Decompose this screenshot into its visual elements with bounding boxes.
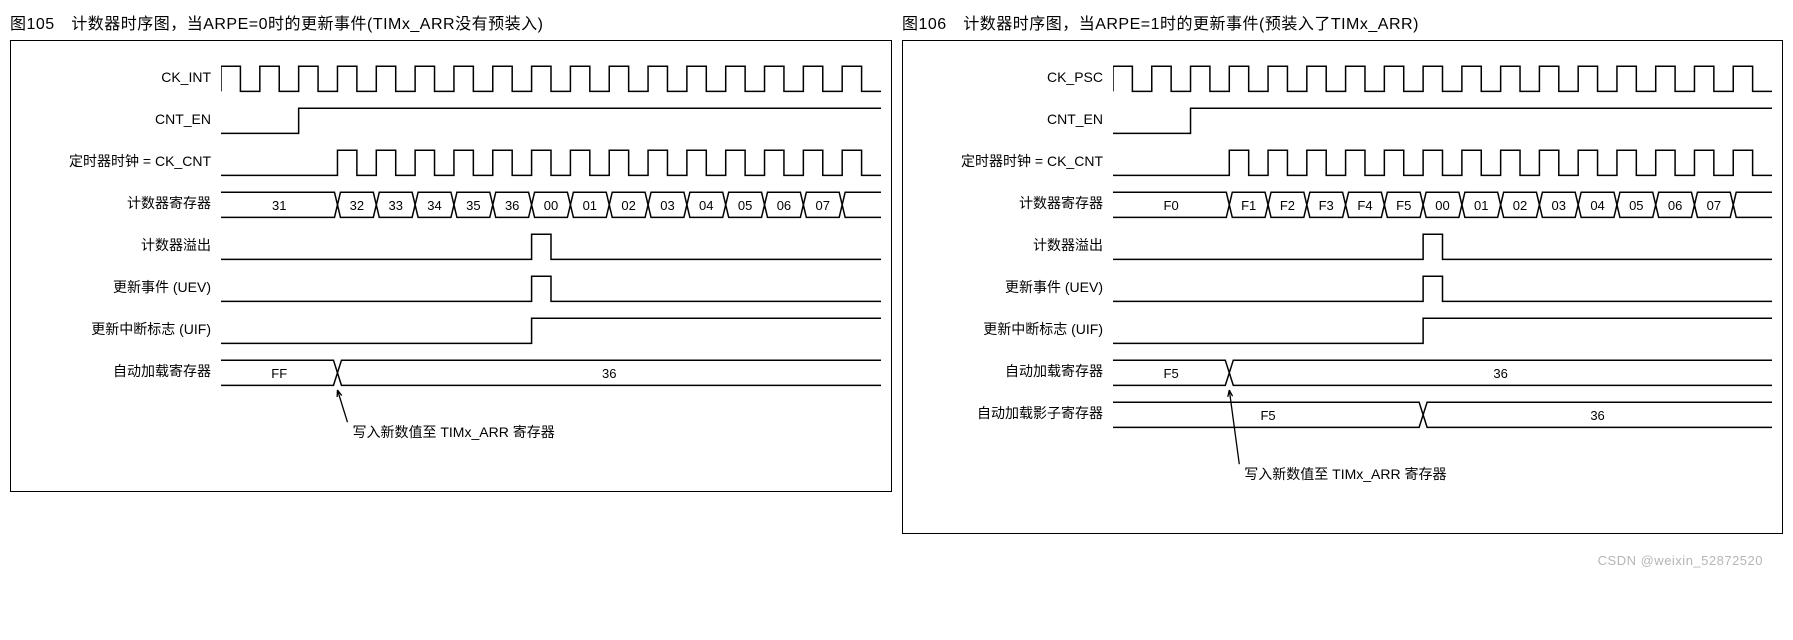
clk-wave xyxy=(1113,59,1772,95)
timerclk-label: 定时器时钟 = CK_CNT xyxy=(913,151,1113,171)
uif-wave xyxy=(1113,311,1772,347)
svg-text:07: 07 xyxy=(1707,198,1721,213)
svg-text:06: 06 xyxy=(1668,198,1682,213)
counter-wave: F0 F1 F2 F3 F4 F5 00 01 02 03 04 05 06 07 xyxy=(1113,185,1772,221)
svg-text:06: 06 xyxy=(777,198,791,213)
svg-text:36: 36 xyxy=(602,366,616,381)
svg-text:36: 36 xyxy=(1493,366,1507,381)
svg-text:F3: F3 xyxy=(1319,198,1334,213)
cnten-label: CNT_EN xyxy=(913,111,1113,127)
svg-text:写入新数值至 TIMx_ARR 寄存器: 写入新数值至 TIMx_ARR 寄存器 xyxy=(1244,466,1446,482)
uev-label: 更新事件 (UEV) xyxy=(913,277,1113,297)
annotation-arrow: 写入新数值至 TIMx_ARR 寄存器 xyxy=(1113,444,1772,480)
autoreload-label: 自动加载寄存器 xyxy=(21,361,221,381)
svg-text:00: 00 xyxy=(1435,198,1449,213)
shadow-wave: F5 36 xyxy=(1113,395,1772,431)
timerclk-wave xyxy=(221,143,881,179)
uif-label: 更新中断标志 (UIF) xyxy=(21,319,221,339)
svg-text:F5: F5 xyxy=(1260,408,1275,423)
cnten-wave xyxy=(221,101,881,137)
svg-text:34: 34 xyxy=(427,198,441,213)
svg-text:03: 03 xyxy=(660,198,674,213)
overflow-label: 计数器溢出 xyxy=(913,235,1113,255)
svg-text:F5: F5 xyxy=(1164,366,1179,381)
overflow-wave xyxy=(221,227,881,263)
svg-text:02: 02 xyxy=(621,198,635,213)
svg-text:36: 36 xyxy=(1590,408,1604,423)
svg-text:01: 01 xyxy=(583,198,597,213)
svg-text:04: 04 xyxy=(699,198,713,213)
cnten-label: CNT_EN xyxy=(21,111,221,127)
autoreload-wave: F5 36 xyxy=(1113,353,1772,389)
clk-label: CK_INT xyxy=(21,69,221,85)
figure-caption: 图105 计数器时序图，当ARPE=0时的更新事件(TIMx_ARR没有预装入) xyxy=(10,10,892,34)
annotation-arrow: 写入新数值至 TIMx_ARR 寄存器 xyxy=(221,402,881,438)
svg-text:36: 36 xyxy=(505,198,519,213)
svg-text:32: 32 xyxy=(350,198,364,213)
clk-label: CK_PSC xyxy=(913,69,1113,85)
uev-label: 更新事件 (UEV) xyxy=(21,277,221,297)
svg-text:01: 01 xyxy=(1474,198,1488,213)
autoreload-label: 自动加载寄存器 xyxy=(913,361,1113,381)
overflow-wave xyxy=(1113,227,1772,263)
svg-text:04: 04 xyxy=(1590,198,1604,213)
svg-text:写入新数值至 TIMx_ARR 寄存器: 写入新数值至 TIMx_ARR 寄存器 xyxy=(352,424,554,440)
svg-text:F5: F5 xyxy=(1396,198,1411,213)
watermark: CSDN @weixin_52872520 xyxy=(1598,553,1763,568)
svg-text:35: 35 xyxy=(466,198,480,213)
timerclk-label: 定时器时钟 = CK_CNT xyxy=(21,151,221,171)
svg-text:00: 00 xyxy=(544,198,558,213)
svg-text:05: 05 xyxy=(1629,198,1643,213)
cnten-wave xyxy=(1113,101,1772,137)
svg-text:31: 31 xyxy=(272,198,286,213)
svg-text:F0: F0 xyxy=(1164,198,1179,213)
uev-wave xyxy=(1113,269,1772,305)
autoreload-wave: FF 36 xyxy=(221,353,881,389)
svg-text:05: 05 xyxy=(738,198,752,213)
timerclk-wave xyxy=(1113,143,1772,179)
counter-label: 计数器寄存器 xyxy=(913,193,1113,213)
shadow-label: 自动加载影子寄存器 xyxy=(913,403,1113,423)
counter-label: 计数器寄存器 xyxy=(21,193,221,213)
svg-text:03: 03 xyxy=(1552,198,1566,213)
svg-text:FF: FF xyxy=(271,366,287,381)
clk-wave xyxy=(221,59,881,95)
figure-caption: 图106 计数器时序图，当ARPE=1时的更新事件(预装入了TIMx_ARR) xyxy=(902,10,1783,34)
counter-wave: 31 32 33 34 35 36 00 01 02 03 04 05 06 07 xyxy=(221,185,881,221)
figure-box: CK_INT CNT_EN 定时器时钟 = CK_CNT 计数器寄存器 31 32… xyxy=(10,40,892,492)
svg-text:F1: F1 xyxy=(1241,198,1256,213)
overflow-label: 计数器溢出 xyxy=(21,235,221,255)
figure-106: 图106 计数器时序图，当ARPE=1时的更新事件(预装入了TIMx_ARR) … xyxy=(902,10,1783,534)
svg-text:F2: F2 xyxy=(1280,198,1295,213)
svg-text:07: 07 xyxy=(816,198,830,213)
svg-text:33: 33 xyxy=(388,198,402,213)
figure-box: CK_PSC CNT_EN 定时器时钟 = CK_CNT 计数器寄存器 F0 F1… xyxy=(902,40,1783,534)
uev-wave xyxy=(221,269,881,305)
uif-wave xyxy=(221,311,881,347)
uif-label: 更新中断标志 (UIF) xyxy=(913,319,1113,339)
svg-text:F4: F4 xyxy=(1357,198,1372,213)
figure-105: 图105 计数器时序图，当ARPE=0时的更新事件(TIMx_ARR没有预装入)… xyxy=(10,10,892,534)
svg-text:02: 02 xyxy=(1513,198,1527,213)
